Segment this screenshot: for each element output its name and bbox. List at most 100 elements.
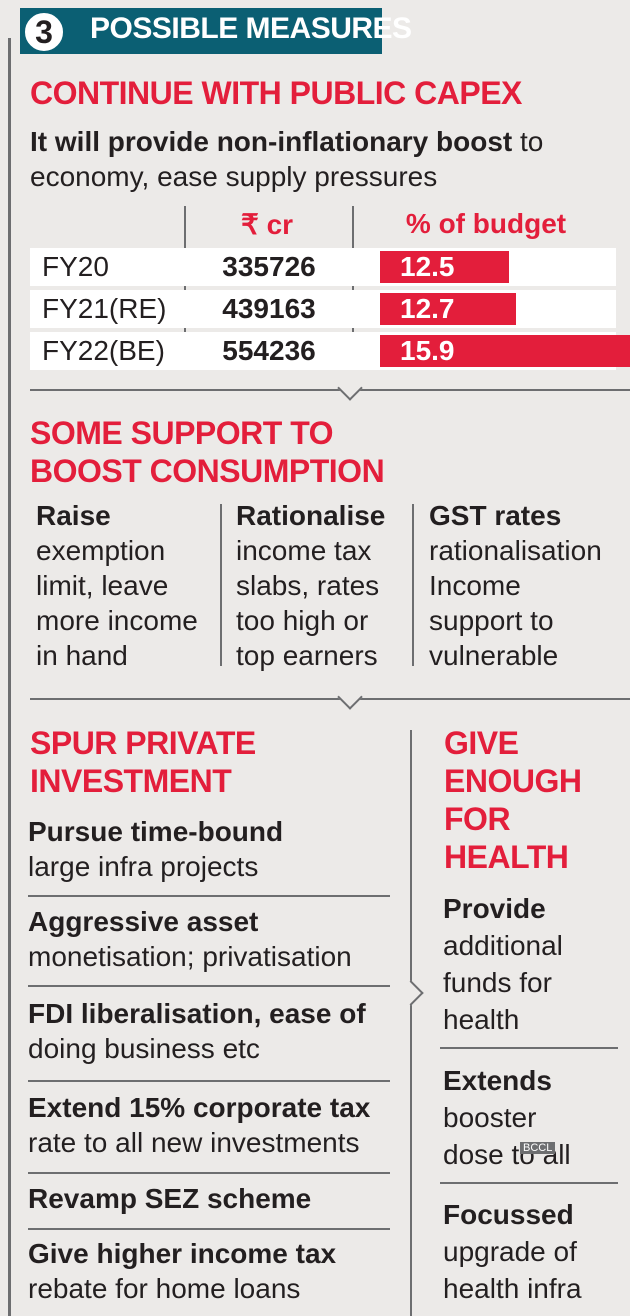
item-bold: FDI liberalisation, ease of [28, 998, 366, 1029]
health-title-line: FOR [444, 801, 511, 837]
health-item: Focussed upgrade of health infra [443, 1196, 623, 1307]
divider-chevron-right-icon [398, 980, 424, 1006]
percent-bar: 12.5 [380, 251, 509, 283]
health-title: GIVE ENOUGH FOR HEALTH [444, 724, 582, 876]
consumption-title-line2: BOOST CONSUMPTION [30, 453, 385, 489]
column-divider [412, 504, 414, 666]
col-head: GST rates [429, 500, 562, 531]
column-divider [220, 504, 222, 666]
item-bold: Focussed [443, 1199, 574, 1230]
col-line: too high or [236, 605, 369, 636]
item-line: upgrade of [443, 1236, 577, 1267]
consumption-col-gst: GST rates rationalisation Income support… [429, 498, 627, 673]
item-bold: Revamp SEZ scheme [28, 1183, 312, 1214]
col-line: limit, leave [36, 570, 169, 601]
health-title-line: GIVE [444, 725, 519, 761]
item-divider [28, 1228, 390, 1230]
capex-description-rest: to [512, 126, 544, 157]
col-line: Income [429, 570, 521, 601]
col-head: Raise [36, 500, 111, 531]
header-banner [20, 8, 382, 54]
row-amount: 554236 [222, 335, 316, 366]
item-divider [440, 1182, 618, 1184]
capex-description-line2: economy, ease supply pressures [30, 161, 438, 192]
item-line: booster [443, 1102, 537, 1133]
investment-item: Pursue time-bound large infra projects [28, 814, 398, 884]
percent-bar-label: 15.9 [400, 335, 455, 366]
header-title: POSSIBLE MEASURES [90, 12, 412, 45]
col-line: more income [36, 605, 198, 636]
item-bold: Extend 15% corporate tax [28, 1092, 371, 1123]
col-head: Rationalise [236, 500, 386, 531]
row-label: FY21(RE) [42, 293, 167, 324]
table-row: FY21(RE) 439163 12.7 [30, 290, 616, 328]
health-item: Provide additional funds for health [443, 890, 623, 1038]
item-rest: monetisation; privatisation [28, 941, 352, 972]
col-line: in hand [36, 640, 128, 671]
item-divider [28, 1080, 390, 1082]
section-divider [30, 698, 630, 700]
col-line: exemption [36, 535, 166, 566]
health-title-line: ENOUGH [444, 763, 582, 799]
item-rest: rate to all new investments [28, 1127, 360, 1158]
row-label: FY20 [42, 251, 109, 282]
item-rest: rebate for home loans [28, 1273, 301, 1304]
investment-item: Aggressive asset monetisation; privatisa… [28, 904, 398, 974]
col-line: income tax [236, 535, 372, 566]
percent-bar-label: 12.5 [400, 251, 455, 282]
section-divider [30, 389, 630, 391]
investment-item: FDI liberalisation, ease of doing busine… [28, 996, 398, 1066]
watermark: BCCL [520, 1142, 556, 1154]
divider-chevron-icon [337, 684, 363, 710]
item-divider [28, 985, 390, 987]
investment-item: Extend 15% corporate tax rate to all new… [28, 1090, 398, 1160]
consumption-col-raise: Raise exemption limit, leave more income… [36, 498, 216, 673]
table-header-percent: % of budget [405, 208, 567, 239]
col-line: slabs, rates [236, 570, 380, 601]
col-line: vulnerable [429, 640, 559, 671]
item-rest: large infra projects [28, 851, 259, 882]
row-label: FY22(BE) [42, 335, 165, 366]
consumption-title-line1: SOME SUPPORT TO [30, 415, 334, 451]
investment-item: Give higher income tax rebate for home l… [28, 1236, 398, 1306]
row-amount: 335726 [222, 251, 316, 282]
item-bold: Pursue time-bound [28, 816, 284, 847]
item-line: additional [443, 930, 563, 961]
divider-chevron-icon [337, 375, 363, 401]
col-line: support to [429, 605, 554, 636]
table-divider-1 [184, 206, 186, 370]
table-header-amount: ₹ cr [240, 209, 294, 240]
capex-title: CONTINUE WITH PUBLIC CAPEX [30, 75, 522, 111]
row-amount: 439163 [222, 293, 316, 324]
investment-item: Revamp SEZ scheme [28, 1181, 398, 1216]
section-number-badge: 3 [22, 10, 66, 54]
percent-bar: 15.9 [380, 335, 630, 367]
item-bold: Give higher income tax [28, 1238, 337, 1269]
table-row: FY22(BE) 554236 15.9 [30, 332, 630, 370]
health-title-line: HEALTH [444, 839, 569, 875]
item-line: health [443, 1004, 520, 1035]
item-line: health infra [443, 1273, 582, 1304]
percent-bar: 12.7 [380, 293, 516, 325]
table-divider-2 [352, 206, 354, 370]
item-divider [440, 1047, 618, 1049]
item-divider [28, 1172, 390, 1174]
item-bold: Aggressive asset [28, 906, 259, 937]
health-item: Extends booster dose to all [443, 1062, 623, 1173]
item-rest: doing business etc [28, 1033, 260, 1064]
item-divider [28, 895, 390, 897]
left-rule [8, 38, 11, 1316]
item-bold: Extends [443, 1065, 552, 1096]
investment-title-line1: SPUR PRIVATE [30, 725, 256, 761]
col-line: top earners [236, 640, 378, 671]
col-line: rationalisation [429, 535, 602, 566]
percent-bar-label: 12.7 [400, 293, 455, 324]
column-divider [410, 730, 412, 1316]
capex-description-line1: It will provide non-inflationary boost t… [30, 124, 543, 159]
item-bold: Provide [443, 893, 546, 924]
capex-description-bold: It will provide non-inflationary boost [30, 126, 513, 157]
table-row: FY20 335726 12.5 [30, 248, 616, 286]
item-line: funds for [443, 967, 552, 998]
consumption-col-rationalise: Rationalise income tax slabs, rates too … [236, 498, 406, 673]
investment-title-line2: INVESTMENT [30, 763, 232, 799]
